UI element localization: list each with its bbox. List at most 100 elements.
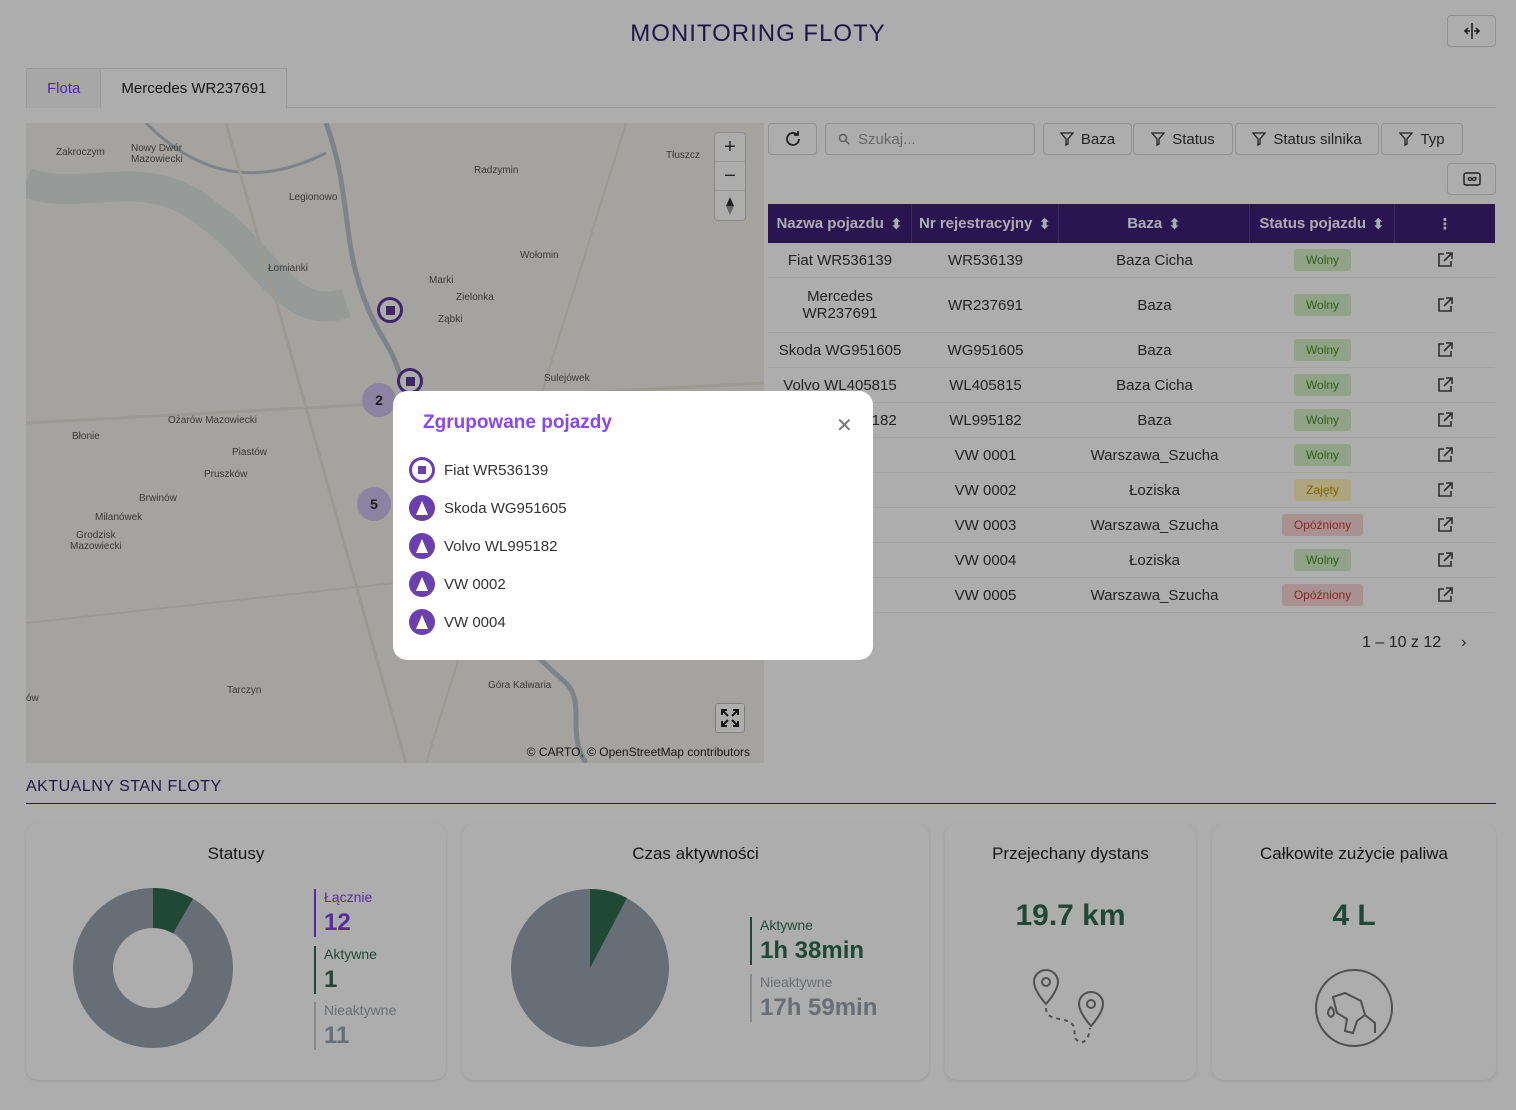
filter-baza-button[interactable]: Baza	[1043, 123, 1132, 155]
cell-actions	[1395, 278, 1495, 332]
map-place-zakroczym: Zakroczym	[56, 147, 105, 158]
cell-vehicle-name: Fiat WR536139	[787, 251, 893, 269]
open-external-icon[interactable]	[1436, 296, 1454, 314]
map-place-zabki: Ząbki	[438, 314, 463, 325]
cell-actions	[1395, 543, 1495, 577]
close-icon[interactable]: ✕	[836, 415, 853, 437]
table-header: Nazwa pojazdu ⬍ Nr rejestracyjny ⬍ Baza ⬍ S…	[768, 204, 1495, 243]
tab-vehicle[interactable]: Mercedes WR237691	[101, 68, 288, 108]
open-external-icon[interactable]	[1436, 341, 1454, 359]
grouped-vehicle-item[interactable]: Fiat WR536139	[409, 457, 548, 483]
card-title: Przejechany dystans	[992, 844, 1149, 863]
column-header-registration[interactable]: Nr rejestracyjny ⬍	[912, 204, 1059, 243]
collapse-layout-button[interactable]	[1447, 15, 1496, 47]
pagination: 1 – 10 z 12 ›	[1362, 634, 1467, 652]
open-external-icon[interactable]	[1436, 586, 1454, 604]
grouped-vehicle-item[interactable]: Skoda WG951605	[409, 495, 567, 521]
column-header-name[interactable]: Nazwa pojazdu ⬍	[768, 204, 912, 243]
search-input[interactable]: Szukaj...	[825, 123, 1035, 155]
grouped-vehicle-item[interactable]: VW 0004	[409, 609, 506, 635]
open-external-icon[interactable]	[1436, 446, 1454, 464]
column-header-status[interactable]: Status pojazdu ⬍	[1250, 204, 1395, 243]
map-cluster[interactable]: 5	[357, 487, 391, 521]
map-place-blonie: Błonie	[72, 431, 100, 442]
filter-label: Baza	[1080, 130, 1116, 148]
open-external-icon[interactable]	[1436, 376, 1454, 394]
stat-value: 1h 38min	[760, 937, 865, 964]
cell-status: Wolny	[1250, 368, 1395, 402]
toggle-view-button[interactable]	[1447, 163, 1496, 195]
search-icon	[838, 133, 850, 145]
fullscreen-button[interactable]	[715, 703, 745, 733]
grouped-vehicle-item[interactable]: Volvo WL995182	[409, 533, 557, 559]
column-menu-button[interactable]: ⋮	[1395, 204, 1495, 243]
tab-flota[interactable]: Flota	[26, 68, 102, 108]
cell-actions	[1395, 508, 1495, 542]
filter-type-button[interactable]: Typ	[1381, 123, 1463, 155]
column-label: Baza	[1127, 215, 1163, 232]
filter-label: Typ	[1420, 130, 1445, 148]
grouped-vehicle-item[interactable]: VW 0002	[409, 571, 506, 597]
cell-actions	[1395, 438, 1495, 472]
infinity-icon	[1462, 172, 1481, 186]
cell-status: Opóźniony	[1250, 578, 1395, 612]
stat-label: Aktywne	[760, 917, 813, 933]
table-row[interactable]: Fiat WR536139 WR536139 Baza Cicha Wolny	[768, 243, 1495, 278]
card-title: Statusy	[207, 844, 265, 863]
cell-actions	[1395, 243, 1495, 277]
refresh-button[interactable]	[768, 123, 817, 155]
cell-registration: WL405815	[949, 376, 1022, 394]
split-columns-icon	[1463, 23, 1480, 39]
vehicle-name: VW 0002	[444, 575, 506, 593]
status-badge: Opóźniony	[1281, 514, 1364, 536]
open-external-icon[interactable]	[1436, 551, 1454, 569]
map-place-nowy-dwor: Nowy Dwór Mazowiecki	[131, 143, 183, 165]
open-external-icon[interactable]	[1436, 411, 1454, 429]
open-external-icon[interactable]	[1436, 251, 1454, 269]
stop-icon	[405, 376, 415, 386]
cell-vehicle-name: Mercedes WR237691	[802, 288, 878, 322]
map-place-brwinow: Brwinów	[139, 493, 177, 504]
zoom-out-button[interactable]: −	[715, 162, 745, 191]
map-place-sulejowek: Sulejówek	[544, 373, 590, 384]
stat-label: Aktywne	[324, 946, 377, 962]
filter-engine-status-button[interactable]: Status silnika	[1235, 123, 1379, 155]
open-external-icon[interactable]	[1436, 516, 1454, 534]
map-place-piastow: Piastów	[232, 447, 268, 458]
stat-inactive-time: Nieaktywne 17h 59min	[750, 974, 877, 1022]
stat-total: Łącznie 12	[314, 889, 372, 937]
navigation-arrow-icon	[409, 495, 435, 521]
vehicle-table: Nazwa pojazdu ⬍ Nr rejestracyjny ⬍ Baza ⬍ S…	[768, 204, 1495, 613]
zoom-in-button[interactable]: +	[715, 133, 745, 162]
stat-label: Nieaktywne	[760, 974, 833, 990]
distance-value: 19.7 km	[1015, 899, 1126, 932]
table-body: Fiat WR536139 WR536139 Baza Cicha Wolny Merc…	[768, 243, 1495, 613]
compass-icon	[726, 196, 734, 215]
cell-registration: VW 0003	[954, 516, 1017, 534]
map-cluster[interactable]: 2	[362, 383, 396, 417]
filter-status-button[interactable]: Status	[1133, 123, 1233, 155]
reset-north-button[interactable]	[715, 191, 745, 220]
status-badge: Wolny	[1293, 249, 1352, 271]
map-place-radzymin: Radzymin	[474, 165, 519, 176]
table-row[interactable]: Skoda WG951605 WG951605 Baza Wolny	[768, 333, 1495, 368]
stat-value: 11	[324, 1022, 350, 1049]
cell-status: Wolny	[1250, 278, 1395, 332]
column-label: Nr rejestracyjny	[919, 215, 1033, 232]
table-row[interactable]: Volvo WL405815 WL405815 Baza Cicha Wolny	[768, 368, 1495, 403]
vehicle-marker-stopped[interactable]	[377, 297, 403, 323]
open-external-icon[interactable]	[1436, 481, 1454, 499]
card-title: Całkowite zużycie paliwa	[1259, 844, 1449, 863]
map-place-marki: Marki	[429, 275, 454, 286]
map-place-milanowek: Milanówek	[95, 512, 143, 523]
column-header-base[interactable]: Baza ⬍	[1059, 204, 1250, 243]
table-row[interactable]: Mercedes WR237691 WR237691 Baza Wolny	[768, 278, 1495, 333]
map-place-wolomin: Wołomin	[520, 250, 559, 261]
cell-registration: VW 0001	[954, 446, 1017, 464]
table-row[interactable]: Volvo WL995182WL995182BazaWolny	[768, 403, 1495, 438]
cell-base: Baza Cicha	[1116, 376, 1193, 394]
stat-value: 1	[324, 966, 338, 993]
next-page-icon[interactable]: ›	[1461, 634, 1467, 651]
